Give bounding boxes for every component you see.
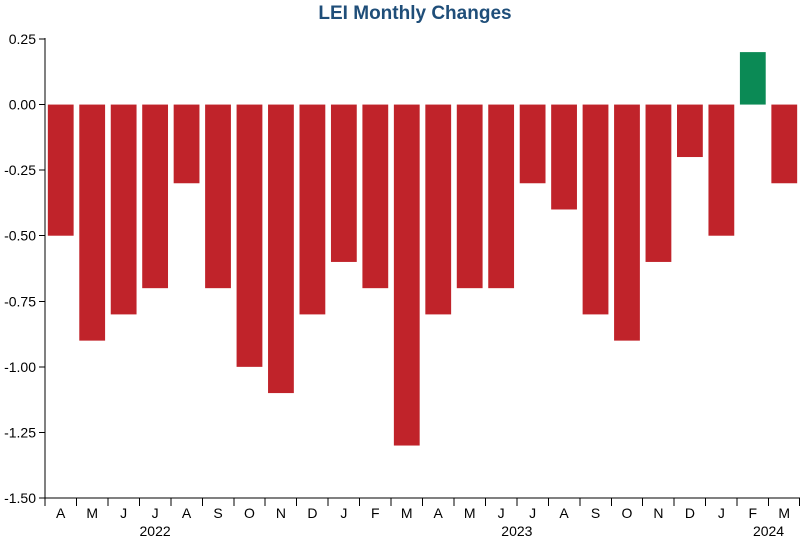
- year-label-2022: 2022: [140, 523, 171, 539]
- x-tick-label-4: J: [152, 505, 159, 521]
- bar-5-A: [173, 104, 200, 184]
- bar-18-S: [582, 104, 609, 315]
- x-tick-label-12: M: [401, 505, 413, 521]
- bar-11-F: [362, 104, 389, 289]
- bar-17-A: [551, 104, 577, 210]
- bar-8-N: [268, 104, 294, 394]
- x-tick-label-18: S: [591, 505, 600, 521]
- x-tick-label-24: M: [778, 505, 790, 521]
- bar-6-S: [205, 104, 231, 289]
- x-tick-label-17: A: [559, 505, 569, 521]
- x-tick-label-22: J: [718, 505, 725, 521]
- y-tick-label: -1.25: [4, 424, 36, 440]
- x-tick-label-8: N: [276, 505, 286, 521]
- x-tick-label-6: S: [213, 505, 222, 521]
- bar-24-M: [771, 104, 798, 184]
- bars-group: [47, 52, 798, 446]
- y-tick-label: -0.25: [4, 162, 36, 178]
- bar-1-A: [47, 104, 74, 236]
- bar-4-J: [142, 104, 169, 289]
- x-tick-label-1: A: [56, 505, 66, 521]
- y-axis: 0.25 0.00 -0.25 -0.50 -0.75 -1.00 -1.25 -1.50: [4, 31, 46, 506]
- bar-15-J: [488, 104, 515, 289]
- x-tick-label-23: F: [749, 505, 758, 521]
- x-tick-label-21: D: [685, 505, 695, 521]
- y-tick-label: -1.50: [4, 490, 36, 506]
- bar-12-M: [393, 104, 420, 446]
- y-tick-label: -1.00: [4, 359, 36, 375]
- x-tick-label-20: N: [653, 505, 663, 521]
- bar-23-F: [739, 52, 766, 105]
- year-label-2024: 2024: [753, 523, 784, 539]
- year-label-2023: 2023: [501, 523, 532, 539]
- bar-9-D: [299, 104, 326, 315]
- x-tick-label-13: A: [434, 505, 444, 521]
- y-tick-label: 0.00: [9, 97, 36, 113]
- x-tick-label-11: F: [371, 505, 380, 521]
- x-tick-label-10: J: [340, 505, 347, 521]
- bar-22-J: [708, 104, 735, 236]
- chart-title: LEI Monthly Changes: [318, 3, 511, 24]
- y-tick-label: -0.75: [4, 293, 36, 309]
- bar-16-J: [519, 104, 546, 184]
- x-tick-label-3: J: [120, 505, 127, 521]
- bar-13-A: [425, 104, 452, 315]
- y-tick-label: -0.50: [4, 228, 36, 244]
- x-tick-label-14: M: [464, 505, 476, 521]
- bar-10-J: [330, 104, 357, 262]
- x-tick-label-7: O: [244, 505, 255, 521]
- x-tick-label-2: M: [86, 505, 98, 521]
- bar-2-M: [79, 104, 106, 341]
- bar-14-M: [456, 104, 483, 289]
- y-tick-label: 0.25: [9, 31, 36, 47]
- bar-7-O: [236, 104, 263, 367]
- bar-3-J: [110, 104, 137, 315]
- x-tick-label-15: J: [498, 505, 505, 521]
- x-tick-label-16: J: [529, 505, 536, 521]
- bar-21-D: [677, 104, 703, 158]
- x-axis: A M J J A S O N D J F M A M J J A S O N D J F M 2022 2023 2024: [44, 497, 800, 539]
- x-tick-label-19: O: [622, 505, 633, 521]
- x-tick-label-9: D: [307, 505, 317, 521]
- bar-19-O: [614, 104, 640, 341]
- bar-20-N: [645, 104, 672, 262]
- x-tick-label-5: A: [182, 505, 192, 521]
